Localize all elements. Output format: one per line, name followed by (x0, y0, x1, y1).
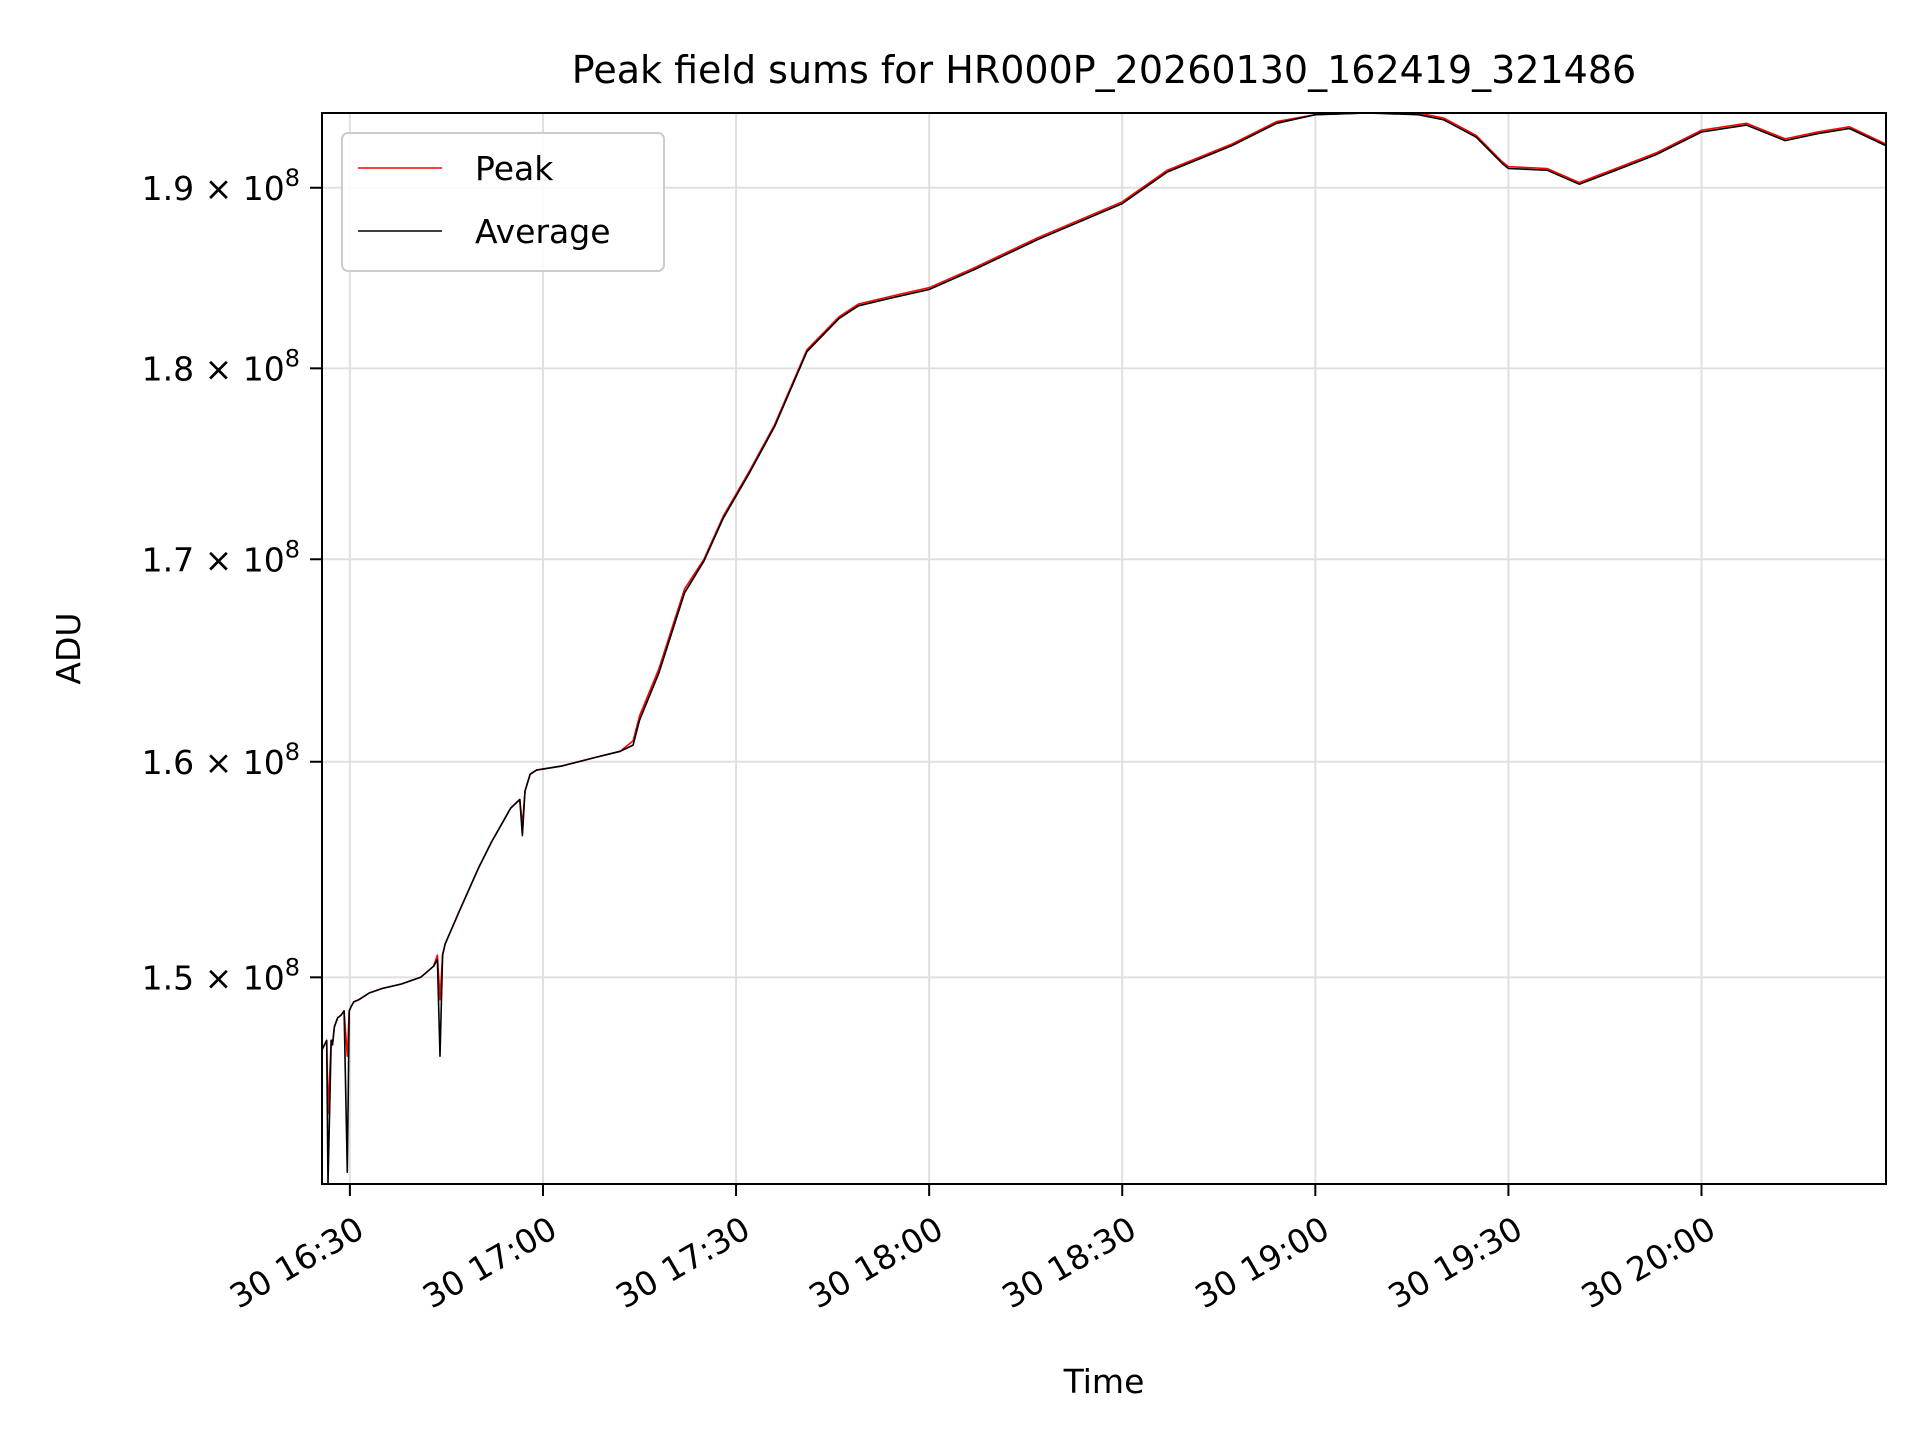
x-axis-label: Time (1063, 1362, 1145, 1401)
y-axis-ticks: 1.5 × 108 1.6 × 108 1.7 × 108 1.8 × 108 1.9 … (142, 164, 322, 997)
y-axis-label: ADU (49, 612, 88, 684)
plot-frame (321, 112, 1887, 1185)
y-tick-label: 1.5 × 108 (142, 953, 300, 997)
legend-label-peak: Peak (475, 149, 554, 188)
grid (322, 113, 1886, 1184)
series-layer (322, 113, 1886, 1184)
series-line-average (322, 113, 1886, 1184)
legend-label-average: Average (475, 212, 611, 251)
y-tick-label: 1.8 × 108 (142, 344, 300, 388)
y-tick-label: 1.7 × 108 (142, 535, 300, 579)
y-tick-label: 1.6 × 108 (142, 738, 300, 782)
y-tick-label: 1.9 × 108 (142, 164, 300, 208)
chart-title: Peak field sums for HR000P_20260130_1624… (572, 48, 1636, 92)
legend: Peak Average (341, 132, 665, 272)
